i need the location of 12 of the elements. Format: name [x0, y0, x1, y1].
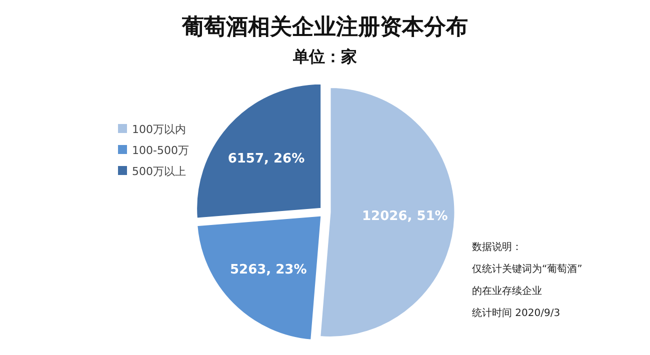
text: 数据说明： [472, 241, 522, 253]
data-label: 5263, 23% [230, 262, 307, 278]
text: 统计时间 2020/9/3 [472, 307, 560, 319]
text: 的在业存续企业 [472, 285, 542, 297]
legend-label: 100-500万 [132, 144, 189, 157]
chart-title: 葡萄酒相关企业注册资本分布 [181, 14, 468, 40]
data-label: 6157, 26% [228, 152, 305, 167]
data-label: 12026, 51% [362, 209, 448, 224]
chart-subtitle: 单位：家 [292, 47, 357, 66]
legend-label: 500万以上 [132, 165, 186, 178]
text: 仅统计关键词为“葡萄酒” [472, 263, 582, 275]
legend-label: 100万以内 [132, 123, 186, 136]
